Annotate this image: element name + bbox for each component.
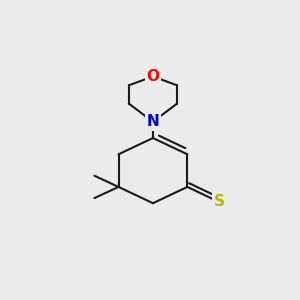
Text: N: N <box>147 114 159 129</box>
Text: O: O <box>146 69 159 84</box>
Text: S: S <box>214 194 225 209</box>
